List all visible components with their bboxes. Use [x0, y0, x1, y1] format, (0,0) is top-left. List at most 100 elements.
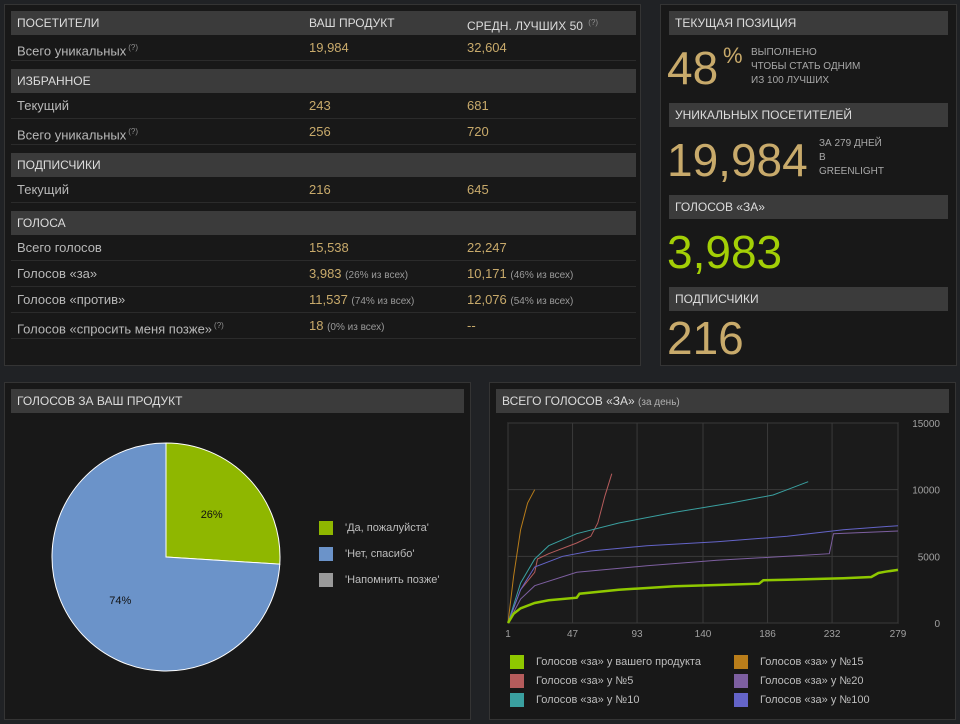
votes-header-label: ГОЛОСА — [17, 216, 66, 230]
your-value: 3,983 (26% из всех) — [309, 261, 408, 289]
top50-column: СРЕДН. ЛУЧШИХ 50 (?) — [467, 11, 598, 38]
yes-votes-header: ГОЛОСОВ «ЗА» — [669, 195, 948, 219]
legend-swatch — [319, 521, 333, 535]
legend-label: Голосов «за» у вашего продукта — [536, 655, 701, 668]
favorites-header: ИЗБРАННОЕ — [11, 69, 636, 93]
your-value: 15,538 — [309, 240, 349, 255]
top50-value: -- — [467, 318, 476, 333]
x-tick-label: 279 — [890, 629, 907, 640]
help-icon[interactable]: (?) — [128, 127, 139, 136]
help-icon[interactable]: (?) — [128, 43, 139, 52]
legend-swatch — [319, 573, 333, 587]
help-icon[interactable]: (?) — [214, 321, 224, 330]
legend-swatch — [510, 693, 524, 707]
line-legend-item[interactable]: Голосов «за» у №100 — [734, 693, 870, 707]
x-tick-label: 1 — [505, 629, 511, 640]
top50-value: 10,171 (46% из всех) — [467, 261, 573, 289]
legend-swatch — [510, 674, 524, 688]
top50-value: 720 — [467, 124, 489, 139]
row-label: Голосов «против» — [17, 292, 126, 307]
your-value: 216 — [309, 182, 331, 197]
legend-swatch — [319, 547, 333, 561]
desc-line: ВЫПОЛНЕНО — [751, 47, 817, 58]
legend-label: 'Напомнить позже' — [345, 573, 440, 586]
votes-header: ГОЛОСА — [11, 211, 636, 235]
line-chart-header: ВСЕГО ГОЛОСОВ «ЗА» (за день) — [496, 389, 949, 413]
pie-chart: 26% 74% — [51, 442, 281, 672]
series-line — [507, 473, 613, 624]
unique-visitors-header: УНИКАЛЬНЫХ ПОСЕТИТЕЛЕЙ — [669, 103, 948, 127]
percent-note: (0% из всех) — [327, 322, 385, 333]
votes-later-row: Голосов «спросить меня позже» (?) 18 (0% … — [11, 313, 636, 339]
desc-line: ИЗ 100 ЛУЧШИХ — [751, 75, 830, 86]
position-header: ТЕКУЩАЯ ПОЗИЦИЯ — [669, 11, 948, 35]
yes-votes-block: 3,983 — [661, 219, 956, 287]
desc-line: ЧТОБЫ СТАТЬ ОДНИМ — [751, 61, 861, 72]
legend-swatch — [734, 674, 748, 688]
subscribers-summary-header: ПОДПИСЧИКИ — [669, 287, 948, 311]
y-tick-label: 5000 — [918, 552, 941, 563]
subs-current-row: Текущий 216 645 — [11, 177, 636, 203]
line-legend-item[interactable]: Голосов «за» у №15 — [734, 655, 863, 669]
desc-line: ЗА 279 ДНЕЙ — [819, 138, 882, 149]
top50-value: 645 — [467, 182, 489, 197]
summary-panel: ТЕКУЩАЯ ПОЗИЦИЯ 48 % ВЫПОЛНЕНО ЧТОБЫ СТА… — [660, 4, 957, 366]
legend-label: Голосов «за» у №15 — [760, 655, 864, 668]
pie-slice[interactable] — [51, 442, 281, 672]
series-line — [507, 530, 899, 624]
pie-header: ГОЛОСОВ ЗА ВАШ ПРОДУКТ — [11, 389, 464, 413]
your-product-column: ВАШ ПРОДУКТ — [309, 16, 395, 30]
subscribers-block: 216 — [661, 311, 956, 367]
line-legend-item[interactable]: Голосов «за» у №10 — [510, 693, 639, 707]
legend-label: Голосов «за» у №20 — [760, 674, 864, 687]
pie-panel: ГОЛОСОВ ЗА ВАШ ПРОДУКТ 26% 74% 'Да, пожал… — [4, 382, 471, 720]
top50-column-label: СРЕДН. ЛУЧШИХ 50 — [467, 19, 583, 33]
top50-value: 12,076 (54% из всех) — [467, 287, 573, 315]
your-value: 19,984 — [309, 40, 349, 55]
visitors-header: ПОСЕТИТЕЛИ ВАШ ПРОДУКТ СРЕДН. ЛУЧШИХ 50 … — [11, 11, 636, 35]
your-value: 243 — [309, 98, 331, 113]
y-tick-label: 10000 — [912, 486, 940, 497]
line-legend-item[interactable]: Голосов «за» у №20 — [734, 674, 863, 688]
value: 3,983 — [309, 266, 342, 281]
desc-line: GREENLIGHT — [819, 166, 885, 177]
fav-current-row: Текущий 243 681 — [11, 93, 636, 119]
x-tick-label: 140 — [695, 629, 712, 640]
your-value: 18 (0% из всех) — [309, 313, 384, 341]
x-tick-label: 232 — [824, 629, 841, 640]
favorites-header-label: ИЗБРАННОЕ — [17, 74, 91, 88]
unique-visitors-description: ЗА 279 ДНЕЙ В GREENLIGHT — [819, 137, 884, 179]
percent-note: (46% из всех) — [510, 270, 574, 281]
pie-legend-yes[interactable]: 'Да, пожалуйста' — [319, 521, 429, 535]
top50-value: 32,604 — [467, 40, 507, 55]
pie-slice-label: 74% — [109, 595, 131, 607]
pie-legend-later[interactable]: 'Напомнить позже' — [319, 573, 439, 587]
your-value: 256 — [309, 124, 331, 139]
votes-yes-row: Голосов «за» 3,983 (26% из всех) 10,171 … — [11, 261, 636, 287]
legend-label: Голосов «за» у №100 — [760, 693, 870, 706]
line-chart-legend: Голосов «за» у вашего продукта Голосов «з… — [510, 655, 940, 715]
votes-no-row: Голосов «против» 11,537 (74% из всех) 12… — [11, 287, 636, 313]
yes-votes-value: 3,983 — [667, 226, 783, 278]
position-block: 48 % ВЫПОЛНЕНО ЧТОБЫ СТАТЬ ОДНИМ ИЗ 100 … — [661, 35, 956, 103]
row-label: Всего уникальных — [17, 43, 127, 59]
top50-value: 681 — [467, 98, 489, 113]
line-chart-panel: ВСЕГО ГОЛОСОВ «ЗА» (за день) 1 47 93 140 186… — [489, 382, 956, 720]
series-line — [506, 568, 899, 624]
y-tick-label: 0 — [934, 619, 940, 630]
value: 12,076 — [467, 292, 507, 307]
row-label: Всего голосов — [17, 240, 102, 255]
position-description: ВЫПОЛНЕНО ЧТОБЫ СТАТЬ ОДНИМ ИЗ 100 ЛУЧШИ… — [751, 46, 860, 88]
series-line — [507, 481, 809, 624]
legend-swatch — [734, 655, 748, 669]
line-legend-item[interactable]: Голосов «за» у №5 — [510, 674, 633, 688]
percent-note: (54% из всех) — [510, 296, 574, 307]
pie-slice[interactable] — [165, 442, 281, 565]
stats-panel: ПОСЕТИТЕЛИ ВАШ ПРОДУКТ СРЕДН. ЛУЧШИХ 50 … — [4, 4, 641, 366]
help-icon[interactable]: (?) — [588, 18, 599, 27]
line-legend-item[interactable]: Голосов «за» у вашего продукта — [510, 655, 701, 669]
subscribers-header-label: ПОДПИСЧИКИ — [17, 158, 101, 172]
row-label: Всего уникальных — [17, 127, 127, 143]
pie-legend-no[interactable]: 'Нет, спасибо' — [319, 547, 414, 561]
value: 10,171 — [467, 266, 507, 281]
